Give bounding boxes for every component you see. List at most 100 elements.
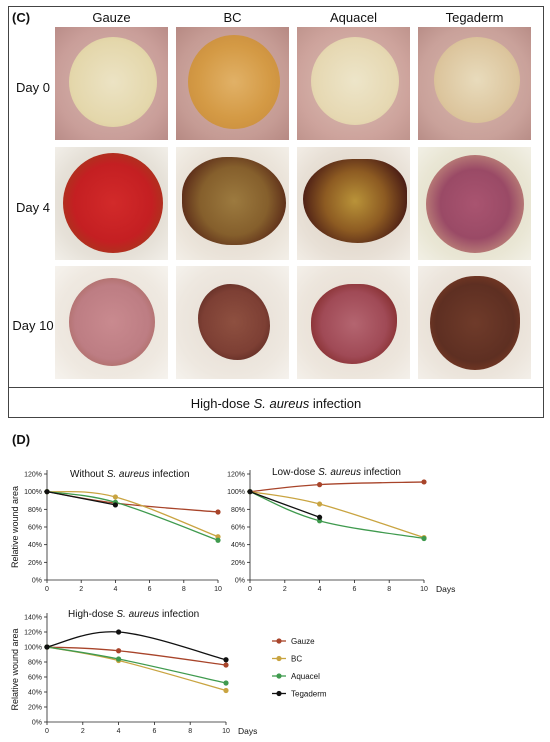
x-tick-label: 4 <box>318 586 322 593</box>
series-line-tegaderm <box>46 631 227 661</box>
legend-item-gauze: Gauze <box>272 637 315 646</box>
x-tick-label: 10 <box>222 728 230 735</box>
row-header-day-0: Day 0 <box>16 80 50 95</box>
data-point-tegaderm <box>44 644 50 650</box>
data-point-tegaderm <box>247 489 253 495</box>
y-tick-label: 100% <box>24 645 42 652</box>
wound-photo-aquacel-day-0 <box>297 27 410 140</box>
panel-c-label: (C) <box>12 10 31 25</box>
legend-label: Aquacel <box>291 672 320 681</box>
x-axis-label: Days <box>238 726 257 736</box>
y-tick-label: 60% <box>28 675 42 682</box>
legend-item-aquacel: Aquacel <box>272 672 320 681</box>
x-axis-label: Days <box>436 584 455 594</box>
y-tick-label: 20% <box>28 705 42 712</box>
wound-photo-bc-day-4 <box>176 147 289 260</box>
x-tick-label: 4 <box>117 728 121 735</box>
data-point-gauze <box>116 648 122 654</box>
wound-photo-tegaderm-day-10 <box>418 266 531 379</box>
y-tick-label: 80% <box>28 660 42 667</box>
data-point-tegaderm <box>317 514 323 520</box>
data-point-aquacel <box>215 537 221 543</box>
y-tick-label: 40% <box>231 542 245 549</box>
data-point-gauze <box>215 509 221 515</box>
x-tick-label: 8 <box>188 728 192 735</box>
y-tick-label: 20% <box>231 560 245 567</box>
chart-title: Low-dose S. aureus infection <box>272 467 401 478</box>
x-tick-label: 10 <box>420 586 428 593</box>
data-point-tegaderm <box>116 629 122 635</box>
x-tick-label: 0 <box>45 728 49 735</box>
legend-item-tegaderm: Tegaderm <box>272 690 327 699</box>
wound-photo-aquacel-day-10 <box>297 266 410 379</box>
y-tick-label: 60% <box>231 525 245 532</box>
column-header-aquacel: Aquacel <box>330 10 377 25</box>
panel-d-label: (D) <box>12 432 31 447</box>
wound-photo-gauze-day-4 <box>55 147 168 260</box>
data-point-bc <box>223 687 229 694</box>
column-header-gauze: Gauze <box>92 10 131 25</box>
chart-title: Without S. aureus infection <box>70 469 190 480</box>
series-line-tegaderm <box>46 491 116 506</box>
x-tick-label: 6 <box>352 586 356 593</box>
row-header-day-4: Day 4 <box>16 200 50 215</box>
x-tick-label: 6 <box>148 586 152 593</box>
wound-photo-tegaderm-day-4 <box>418 147 531 260</box>
x-tick-label: 8 <box>387 586 391 593</box>
y-tick-label: 120% <box>227 472 245 479</box>
column-header-bc: BC <box>223 10 242 25</box>
x-tick-label: 2 <box>79 586 83 593</box>
panel-c-caption: High-dose S. aureus infection <box>190 396 362 411</box>
y-tick-label: 120% <box>24 472 42 479</box>
chart-2: 0% 20% 40% 60% 80% 100% 120% 0 2 4 6 8 10 Low-dose S.… <box>227 467 455 594</box>
x-tick-label: 8 <box>182 586 186 593</box>
legend: Gauze BC Aquacel Tegaderm <box>272 637 327 699</box>
wound-photo-aquacel-day-4 <box>297 147 410 260</box>
series-line-tegaderm <box>249 491 320 518</box>
y-tick-label: 120% <box>24 630 42 637</box>
series-line-gauze <box>249 481 425 493</box>
panel-c-frame <box>8 6 544 418</box>
wound-photo-bc-day-10 <box>176 266 289 379</box>
legend-label: Tegaderm <box>291 690 327 699</box>
y-tick-label: 0% <box>32 720 42 727</box>
data-point-gauze <box>317 482 323 488</box>
y-tick-label: 100% <box>24 489 42 496</box>
y-axis-label: Relative wound area <box>10 486 20 568</box>
series-line-bc <box>249 491 425 539</box>
y-tick-label: 60% <box>28 525 42 532</box>
chart-title: High-dose S. aureus infection <box>68 609 199 620</box>
y-tick-label: 0% <box>32 578 42 585</box>
y-tick-label: 40% <box>28 690 42 697</box>
data-point-bc <box>317 501 323 507</box>
x-tick-label: 6 <box>152 728 156 735</box>
wound-photo-bc-day-0 <box>176 27 289 140</box>
x-tick-label: 0 <box>45 586 49 593</box>
row-header-day-10: Day 10 <box>12 318 54 333</box>
series-line-bc <box>46 646 227 692</box>
y-tick-label: 140% <box>24 615 42 622</box>
panel-c-caption-box: High-dose S. aureus infection <box>8 387 544 418</box>
legend-marker <box>276 673 282 679</box>
wound-photo-tegaderm-day-0 <box>418 27 531 140</box>
y-tick-label: 20% <box>28 560 42 567</box>
x-tick-label: 10 <box>214 586 222 593</box>
wound-photo-gauze-day-0 <box>55 27 168 140</box>
x-tick-label: 2 <box>283 586 287 593</box>
data-point-aquacel <box>116 656 122 662</box>
y-axis-label: Relative wound area <box>10 628 20 710</box>
series-line-aquacel <box>249 491 425 540</box>
series-line-aquacel <box>46 491 219 541</box>
column-header-tegaderm: Tegaderm <box>445 10 504 25</box>
chart-1: 0% 20% 40% 60% 80% 100% 120% 0 2 4 6 8 10 Without S. … <box>10 469 222 593</box>
legend-marker <box>276 638 282 644</box>
data-point-aquacel <box>421 535 427 542</box>
y-tick-label: 80% <box>231 507 245 514</box>
data-point-tegaderm <box>112 502 118 508</box>
legend-marker <box>276 655 282 662</box>
legend-label: BC <box>291 655 302 664</box>
data-point-tegaderm <box>44 489 50 495</box>
y-tick-label: 80% <box>28 507 42 514</box>
y-tick-label: 100% <box>227 489 245 496</box>
